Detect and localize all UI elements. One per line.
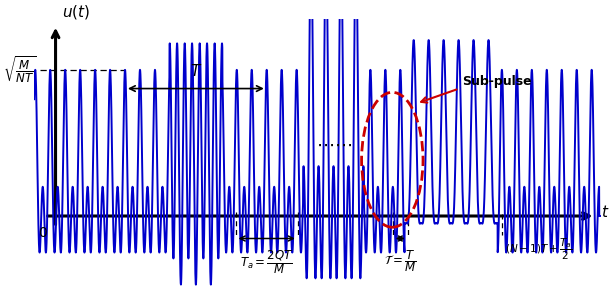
Text: $\mathcal{T}=\dfrac{T}{M}$: $\mathcal{T}=\dfrac{T}{M}$ <box>384 248 417 273</box>
Text: $\sqrt{\dfrac{M}{NT}}$: $\sqrt{\dfrac{M}{NT}}$ <box>3 55 37 85</box>
Text: $(N-1)T+\dfrac{T_a}{2}$: $(N-1)T+\dfrac{T_a}{2}$ <box>504 237 572 262</box>
Text: $u(t)$: $u(t)$ <box>62 3 90 21</box>
Text: $0$: $0$ <box>38 226 48 240</box>
Text: Sub-pulse: Sub-pulse <box>462 75 531 88</box>
Text: $\cdots\cdots$: $\cdots\cdots$ <box>316 136 351 154</box>
Text: $T$: $T$ <box>190 63 202 79</box>
Text: $t$: $t$ <box>601 204 609 220</box>
Text: $T_a=\dfrac{2QT}{M}$: $T_a=\dfrac{2QT}{M}$ <box>240 248 294 276</box>
